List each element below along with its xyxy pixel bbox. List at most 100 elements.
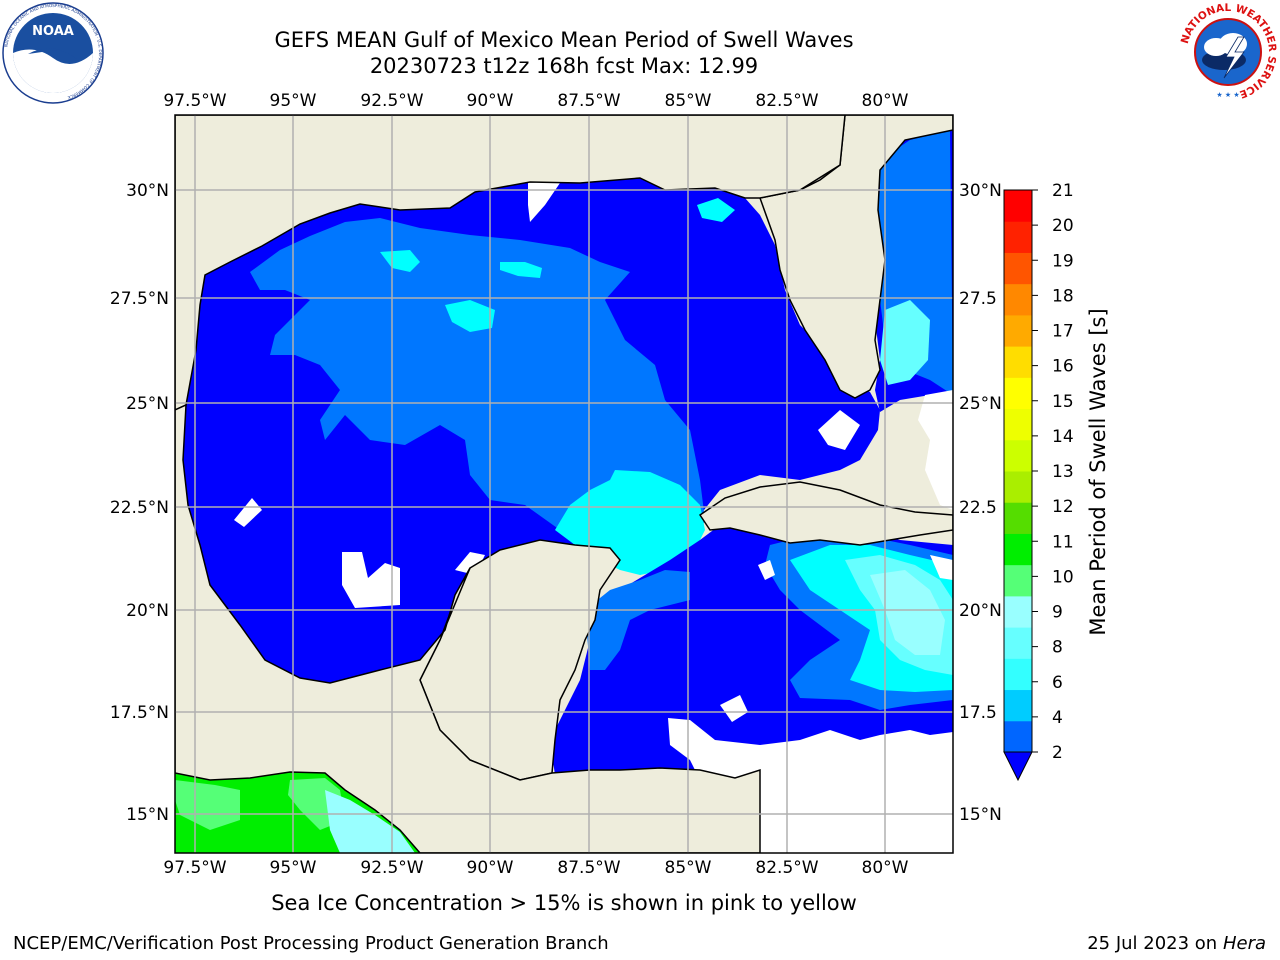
cuba-land (698, 481, 953, 546)
colorbar-tick-label: 18 (1052, 286, 1074, 306)
colorbar-tick-label: 15 (1052, 392, 1074, 412)
noaa-wordmark: NOAA (32, 24, 74, 39)
run-date-text: 25 Jul 2023 on (1087, 933, 1223, 954)
undefined-patch-10 (758, 560, 775, 580)
colorbar-segment (1004, 190, 1032, 222)
gulf-cyan-patch-3 (380, 250, 420, 272)
atlantic-cyan-area (880, 300, 930, 385)
colorbar-tick-label: 8 (1052, 638, 1063, 658)
colorbar-segment (1004, 408, 1032, 441)
colorbar-segment (1004, 283, 1032, 316)
lat-label-right: 30°N (959, 181, 1002, 201)
lon-label-bottom: 82.5°W (755, 858, 818, 878)
undefined-patch-2 (342, 552, 400, 608)
lon-label-bottom: 95°W (270, 858, 317, 878)
colorbar-segment (1004, 221, 1032, 253)
lat-labels-right: 30°N 27.5 25°N 22.5 20°N 17.5 15°N (959, 181, 1002, 825)
colorbar-tick-label: 16 (1052, 357, 1074, 377)
lat-label-right: 20°N (959, 601, 1002, 621)
lat-label-right: 15°N (959, 805, 1002, 825)
north-gulf-coast-land (175, 115, 846, 411)
undefined-patch-9 (930, 555, 953, 580)
colorbar-tick-label: 6 (1052, 673, 1063, 693)
colorbar-segment (1004, 595, 1032, 628)
noaa-logo: NOAA NATIONAL OCEANIC AND ATMOSPHERIC AD… (2, 2, 104, 104)
gulf-cyan-patch-4 (697, 198, 735, 222)
colorbar-tick-label: 21 (1052, 181, 1074, 201)
credit-line: NCEP/EMC/Verification Post Processing Pr… (13, 933, 609, 954)
gulf-cyan-patch-1 (445, 300, 495, 332)
lon-label-top: 90°W (467, 91, 514, 111)
lon-label-bottom: 87.5°W (557, 858, 620, 878)
lon-label-bottom: 90°W (467, 858, 514, 878)
undefined-patch-8 (720, 695, 748, 722)
colorbar-tick-label: 13 (1052, 462, 1074, 482)
lon-label-top: 87.5°W (557, 91, 620, 111)
lon-label-top: 97.5°W (163, 91, 226, 111)
map-frame (174, 114, 954, 854)
colorbar-segment (1004, 252, 1032, 285)
chart-subtitle: 20230723 t12z 168h fcst Max: 12.99 (369, 54, 759, 78)
colorbar-segment (1004, 627, 1032, 659)
lon-label-top: 95°W (270, 91, 317, 111)
gulf-mid-period-area (250, 218, 705, 570)
colorbar-segment (1004, 658, 1032, 691)
nws-stars: ★ ★ ★ (1216, 91, 1239, 99)
colorbar-segment (1004, 720, 1032, 753)
lon-label-top: 85°W (665, 91, 712, 111)
lon-labels-bottom: 97.5°W 95°W 92.5°W 90°W 87.5°W 85°W 82.5… (163, 858, 908, 878)
colorbar-segment (1004, 689, 1032, 722)
run-host: Hera (1222, 933, 1266, 954)
colorbar: 2 4 6 8 9 10 11 12 13 14 15 16 17 18 19 20 21 (1003, 181, 1074, 782)
lon-label-top: 80°W (862, 91, 909, 111)
colorbar-segment (1004, 314, 1032, 347)
colorbar-label: Mean Period of Swell Waves [s] (1086, 308, 1110, 635)
pacific-light-green-area (175, 780, 240, 830)
gulf-cyan-patch-2 (500, 262, 542, 278)
colorbar-segment (1004, 346, 1032, 378)
colorbar-segment (1004, 533, 1032, 566)
lat-label-left: 30°N (126, 181, 169, 201)
colorbar-segment (1004, 377, 1032, 410)
colorbar-tick-label: 19 (1052, 251, 1074, 271)
chart-title: GEFS MEAN Gulf of Mexico Mean Period of … (274, 28, 854, 52)
graticule (175, 115, 953, 853)
undefined-patch-5 (918, 390, 953, 510)
lon-label-bottom: 97.5°W (163, 858, 226, 878)
lat-label-right: 17.5 (959, 703, 997, 723)
lat-label-left: 22.5°N (110, 498, 169, 518)
colorbar-segment (1004, 471, 1032, 503)
lat-label-right: 27.5 (959, 289, 997, 309)
colorbar-segment (1004, 439, 1032, 472)
colorbar-tick-label: 11 (1052, 532, 1074, 552)
undefined-patch-4 (818, 410, 860, 450)
lon-labels-top: 97.5°W 95°W 92.5°W 90°W 87.5°W 85°W 82.5… (163, 91, 908, 111)
lat-label-left: 25°N (126, 394, 169, 414)
colorbar-tick-label: 9 (1052, 603, 1063, 623)
run-date: 25 Jul 2023 on Hera (1087, 933, 1266, 954)
lon-label-bottom: 85°W (665, 858, 712, 878)
lon-label-top: 92.5°W (360, 91, 423, 111)
colorbar-segment (1004, 502, 1032, 534)
nws-logo: NATIONAL WEATHER SERVICE ★ ★ ★ (1179, 2, 1278, 100)
colorbar-tick-label: 17 (1052, 322, 1074, 342)
lat-label-left: 20°N (126, 601, 169, 621)
colorbar-tick-label: 4 (1052, 708, 1063, 728)
sea-ice-note: Sea Ice Concentration > 15% is shown in … (271, 891, 857, 915)
undefined-patch-7 (668, 718, 953, 853)
colorbar-tick-label: 14 (1052, 427, 1074, 447)
colorbar-tick-label: 12 (1052, 497, 1074, 517)
caribbean-pale-cyan-area (870, 570, 945, 655)
colorbar-tick-label: 2 (1052, 743, 1063, 763)
undefined-patch-6 (528, 182, 560, 222)
lon-label-bottom: 80°W (862, 858, 909, 878)
colorbar-extend-triangle (1003, 751, 1033, 782)
colorbar-tick-label: 20 (1052, 216, 1074, 236)
colorbar-tick-label: 10 (1052, 567, 1074, 587)
lat-label-right: 25°N (959, 394, 1002, 414)
colorbar-segment (1004, 564, 1032, 597)
lat-label-right: 22.5 (959, 498, 997, 518)
lon-label-bottom: 92.5°W (360, 858, 423, 878)
mexico-land (175, 403, 761, 853)
